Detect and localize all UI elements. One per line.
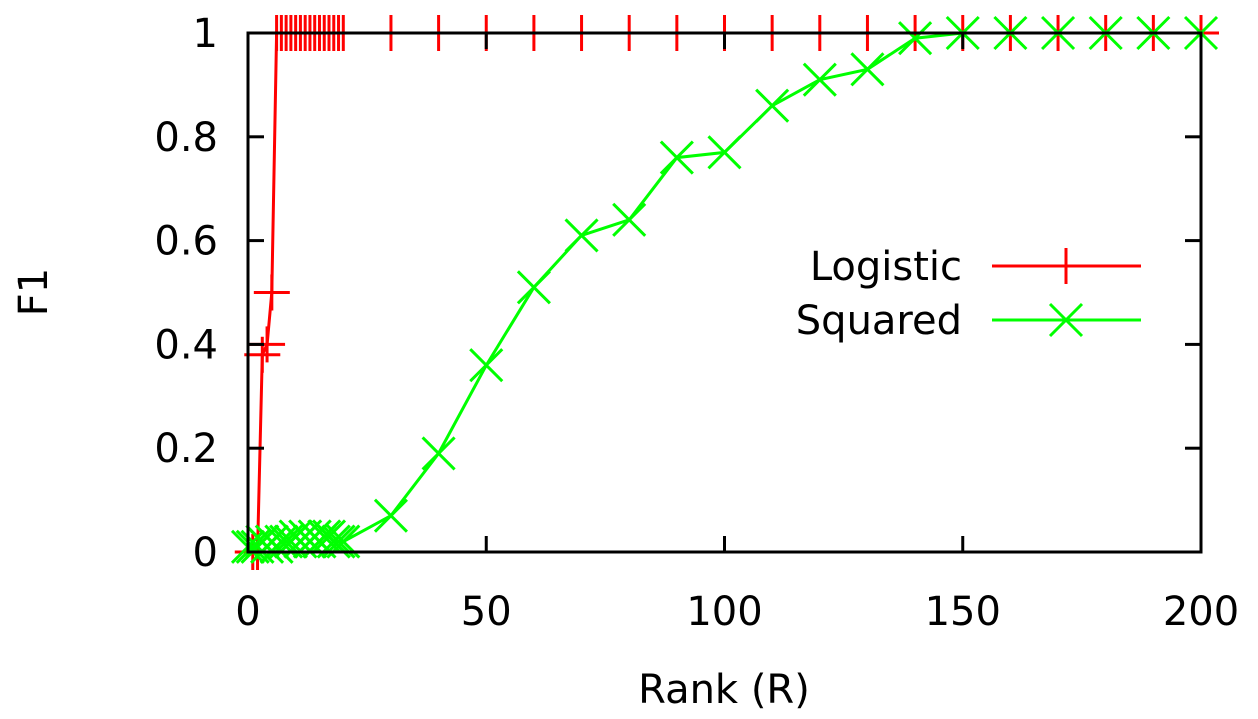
x-tick-label: 100	[686, 589, 762, 635]
data-point-logistic	[253, 274, 290, 311]
data-point-squared	[235, 529, 270, 564]
series-line-logistic	[252, 31, 1201, 554]
series-line-squared	[248, 31, 1201, 550]
legend-label-logistic: Logistic	[810, 244, 962, 290]
data-point-squared	[755, 88, 790, 123]
legend-marker-squared	[1048, 302, 1084, 338]
x-tick-label: 200	[1163, 589, 1239, 635]
legend-label-squared: Squared	[796, 298, 962, 344]
x-tick-label: 150	[925, 589, 1001, 635]
data-point-logistic	[244, 336, 281, 373]
data-point-squared	[516, 270, 551, 305]
legend: Logistic Squared	[796, 244, 1141, 344]
data-point-squared	[707, 135, 742, 170]
tick-layer: 0 0.2 0.4 0.6 0.8 1 0 50 100 150 200	[154, 11, 1239, 635]
y-tick-label: 0	[193, 530, 218, 576]
data-point-squared	[659, 140, 694, 175]
series-squared	[230, 15, 1219, 564]
y-axis-title: F1	[11, 268, 57, 316]
data-point-squared	[421, 436, 456, 471]
y-tick-label: 0.2	[154, 426, 218, 472]
y-tick-label: 0.4	[154, 322, 218, 368]
data-point-squared	[802, 62, 837, 97]
y-tick-label: 1	[193, 11, 218, 57]
data-point-squared	[898, 21, 933, 56]
legend-marker-logistic	[1048, 248, 1084, 284]
data-point-squared	[373, 498, 409, 533]
y-tick-label: 0.6	[154, 219, 218, 265]
series-layer	[230, 15, 1219, 570]
data-point-squared	[469, 348, 504, 383]
x-tick-label: 50	[461, 589, 512, 635]
data-point-squared	[850, 52, 885, 87]
x-tick-label: 0	[235, 589, 260, 635]
data-point-squared	[612, 202, 647, 237]
x-axis-title: Rank (R)	[638, 667, 810, 713]
series-logistic	[234, 15, 1219, 570]
plot-frame	[246, 31, 1203, 554]
data-point-squared	[564, 218, 599, 253]
y-tick-label: 0.8	[154, 115, 218, 161]
